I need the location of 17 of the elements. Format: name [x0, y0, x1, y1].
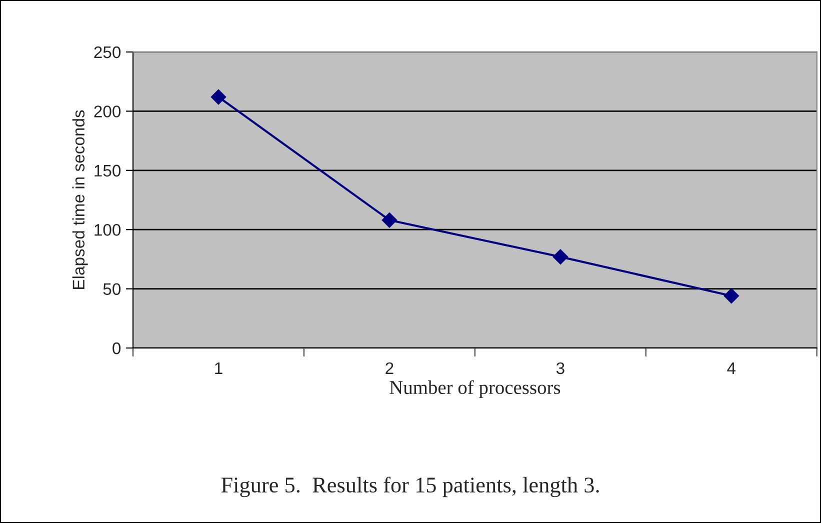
x-axis-title: Number of processors [390, 380, 560, 398]
y-tick-label: 0 [112, 342, 121, 354]
x-tick-label: 2 [386, 362, 394, 374]
x-tick-label: 1 [215, 362, 222, 374]
y-tick-label: 100 [94, 224, 121, 236]
point [382, 212, 398, 228]
x-tick-label: 3 [556, 362, 564, 374]
y-axis-title: Elapsed time in seconds [72, 110, 88, 289]
y-tick-label: 150 [94, 164, 121, 177]
point [552, 249, 568, 264]
y-tick-label: 250 [94, 46, 121, 58]
point [210, 89, 226, 105]
y-tick-label: 50 [103, 283, 121, 296]
y-tick-label: 200 [94, 106, 121, 118]
x-tick-label: 4 [727, 362, 736, 374]
point [724, 288, 739, 304]
caption: Figure 5. Results for 15 patients, length 3. [221, 476, 599, 498]
